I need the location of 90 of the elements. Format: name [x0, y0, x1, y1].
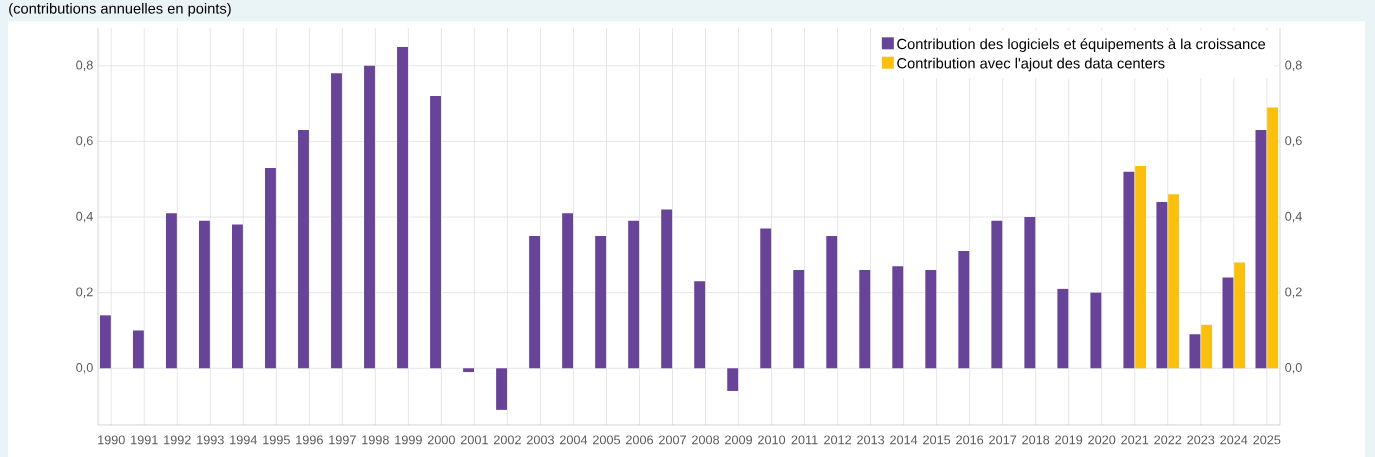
- y-tick-label: 0,0: [76, 363, 93, 374]
- x-tick-label: 2019: [1055, 435, 1083, 445]
- bar: [1156, 201, 1168, 369]
- bar: [463, 368, 474, 373]
- bar: [1189, 334, 1201, 369]
- legend-label: Contribution avec l'ajout des data centers: [897, 57, 1165, 72]
- bar: [1123, 171, 1135, 369]
- x-tick-label: 2023: [1187, 435, 1215, 445]
- bar: [1057, 288, 1069, 369]
- bar: [331, 73, 342, 369]
- x-tick-label: 1998: [362, 435, 389, 445]
- x-tick-label: 2020: [1088, 435, 1116, 445]
- bar: [198, 220, 210, 369]
- bar: [793, 269, 805, 369]
- x-tick-label: 2017: [989, 435, 1017, 445]
- bar: [99, 315, 111, 369]
- bar: [958, 251, 970, 369]
- bar: [1234, 262, 1246, 369]
- bar: [826, 235, 838, 369]
- bar: [232, 224, 243, 369]
- x-tick-label: 1995: [263, 435, 290, 445]
- bar: [595, 235, 607, 369]
- bar: [132, 330, 144, 369]
- bar: [1135, 166, 1147, 369]
- bar: [562, 213, 574, 369]
- bar: [727, 368, 739, 391]
- legend-label: Contribution des logiciels et équipements à la croissance: [897, 38, 1266, 53]
- x-tick-label: 2011: [791, 435, 818, 445]
- bar: [529, 235, 541, 369]
- x-tick-label: 1994: [230, 435, 257, 445]
- x-tick-label: 2012: [824, 435, 852, 445]
- x-tick-label: 2008: [692, 435, 720, 445]
- x-tick-label: 2021: [1121, 435, 1149, 445]
- bar: [661, 209, 673, 369]
- x-tick-label: 2002: [493, 435, 521, 445]
- bar: [298, 130, 309, 369]
- x-tick-label: 2007: [659, 435, 686, 445]
- bar: [1090, 292, 1102, 369]
- x-tick-label: 2014: [890, 435, 918, 445]
- x-tick-label: 2005: [593, 435, 621, 445]
- chart-subtitle: (contributions annuelles en points): [9, 2, 231, 17]
- y2-tick-label: 0,2: [1285, 287, 1302, 298]
- y-tick-label: 0,6: [76, 136, 93, 147]
- x-tick-label: 1996: [296, 435, 323, 445]
- x-tick-label: 1993: [197, 435, 224, 445]
- bar: [1024, 217, 1036, 369]
- x-tick-label: 1999: [395, 435, 422, 445]
- bar: [925, 269, 937, 369]
- bar: [1255, 130, 1267, 369]
- x-tick-label: 2018: [1022, 435, 1050, 445]
- y-tick-label: 0,8: [76, 60, 93, 72]
- bar: [397, 46, 408, 369]
- y-tick-label: 0,4: [76, 211, 93, 223]
- y2-tick-label: 0,4: [1285, 211, 1302, 223]
- x-tick-label: 2006: [626, 435, 653, 445]
- x-tick-label: 2013: [857, 435, 885, 445]
- bar: [265, 167, 276, 369]
- bar: [165, 213, 177, 369]
- x-tick-label: 2009: [725, 435, 753, 445]
- y2-tick-label: 0,6: [1285, 136, 1302, 147]
- y2-tick-label: 0,8: [1285, 60, 1302, 72]
- y2-tick-label: 0,0: [1285, 363, 1302, 374]
- bar: [1168, 194, 1180, 369]
- x-tick-label: 2010: [758, 435, 786, 445]
- bar: [364, 65, 375, 369]
- x-tick-label: 2004: [559, 435, 588, 445]
- x-tick-label: 1990: [98, 435, 125, 445]
- bar: [430, 96, 441, 369]
- x-tick-label: 1992: [164, 435, 191, 445]
- bar: [1201, 324, 1213, 369]
- bar: [892, 266, 904, 369]
- y-tick-label: 0,2: [76, 287, 93, 298]
- x-tick-label: 2024: [1220, 435, 1248, 445]
- x-tick-label: 2015: [923, 435, 951, 445]
- x-tick-label: 1997: [329, 435, 356, 445]
- bar: [496, 368, 508, 410]
- x-tick-label: 2016: [956, 435, 984, 445]
- x-tick-label: 2022: [1154, 435, 1182, 445]
- bar: [628, 220, 640, 369]
- bar: [1222, 277, 1234, 369]
- x-tick-label: 2025: [1253, 435, 1281, 445]
- bar: [1267, 107, 1279, 369]
- x-tick-label: 2003: [526, 435, 554, 445]
- bar: [859, 269, 871, 369]
- bar: [694, 281, 706, 369]
- x-tick-label: 1991: [131, 435, 158, 445]
- bar: [991, 220, 1003, 369]
- bar: [760, 228, 772, 369]
- x-tick-label: 2000: [427, 435, 455, 445]
- x-tick-label: 2001: [460, 435, 488, 445]
